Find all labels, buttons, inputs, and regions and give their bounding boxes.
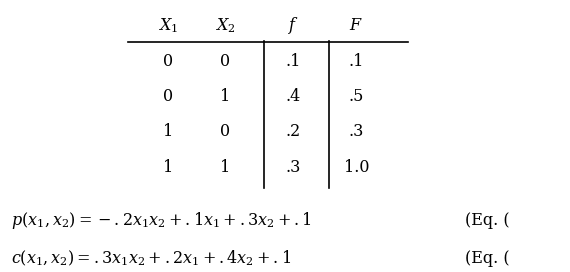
Text: 0: 0: [163, 88, 173, 105]
Text: $X_1$: $X_1$: [158, 17, 178, 35]
Text: .5: .5: [349, 88, 364, 105]
Text: .2: .2: [286, 123, 301, 140]
Text: 1.0: 1.0: [344, 159, 369, 176]
Text: .1: .1: [349, 53, 364, 70]
Text: $c(x_1, x_2) = .3x_1x_2 + .2x_1 + .4x_2 + .1$: $c(x_1, x_2) = .3x_1x_2 + .2x_1 + .4x_2 …: [11, 249, 291, 268]
Text: .3: .3: [286, 159, 301, 176]
Text: .3: .3: [349, 123, 364, 140]
Text: $f$: $f$: [288, 15, 299, 36]
Text: (Eq. (: (Eq. (: [465, 212, 509, 229]
Text: .4: .4: [286, 88, 301, 105]
Text: $p(x_1, x_2) = -.2x_1x_2 + .1x_1 + .3x_2 + .1$: $p(x_1, x_2) = -.2x_1x_2 + .1x_1 + .3x_2…: [11, 210, 312, 231]
Text: 0: 0: [220, 53, 230, 70]
Text: $X_2$: $X_2$: [215, 17, 235, 35]
Text: 1: 1: [163, 159, 173, 176]
Text: 1: 1: [163, 123, 173, 140]
Text: .1: .1: [286, 53, 301, 70]
Text: 1: 1: [220, 159, 230, 176]
Text: 0: 0: [220, 123, 230, 140]
Text: (Eq. (: (Eq. (: [465, 250, 509, 267]
Text: 1: 1: [220, 88, 230, 105]
Text: 0: 0: [163, 53, 173, 70]
Text: $F$: $F$: [349, 17, 363, 34]
